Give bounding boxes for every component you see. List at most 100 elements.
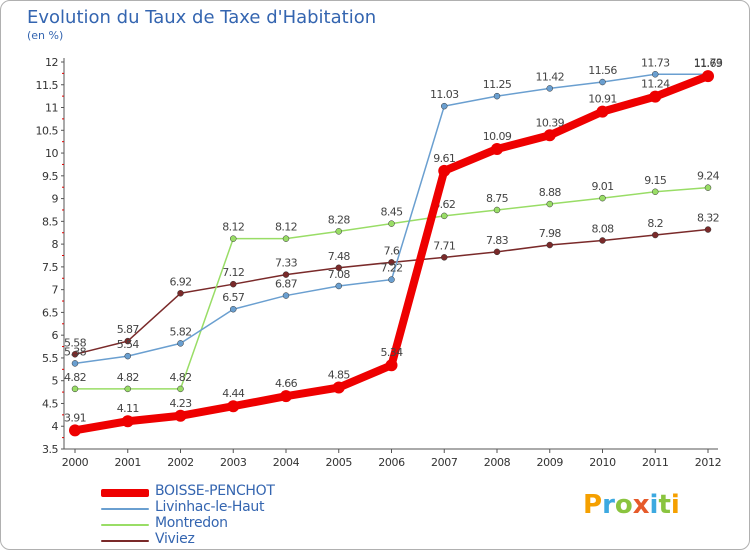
data-point	[704, 184, 712, 191]
data-label: 10.39	[536, 116, 565, 129]
data-point	[335, 282, 342, 290]
x-tick-label: 2001	[115, 456, 141, 469]
y-tick-label: 10.5	[36, 124, 59, 137]
y-tick-label: 6.5	[42, 306, 58, 319]
data-point	[177, 290, 184, 297]
data-label: 7.48	[328, 250, 351, 263]
data-point	[124, 385, 131, 393]
data-point	[124, 337, 131, 345]
data-point	[388, 259, 395, 266]
y-tick-label: 8.5	[42, 215, 58, 228]
data-point	[230, 280, 237, 288]
data-point	[280, 390, 292, 403]
data-point	[599, 194, 606, 202]
data-label: 8.12	[222, 221, 244, 234]
data-label: 10.09	[483, 130, 512, 143]
x-tick-label: 2002	[167, 456, 193, 469]
legend-label: Montredon	[155, 515, 228, 531]
data-point	[546, 200, 553, 208]
data-point	[177, 340, 184, 347]
chart-title: Evolution du Taux de Taxe d'Habitation	[27, 7, 377, 28]
logo-letter: x	[632, 490, 650, 520]
y-tick-label: 11.5	[36, 79, 59, 92]
series-viviez: 5.58 5.87 6.92 7.12 7.33 7.48 7.6 7.71 7.83 7.98 8…	[64, 212, 720, 358]
proxiti-logo: Proxiti	[583, 490, 680, 520]
data-point	[649, 90, 662, 103]
data-point	[230, 235, 237, 242]
x-tick-label: 2011	[642, 456, 668, 469]
data-label: 5.82	[169, 325, 191, 338]
data-point	[282, 271, 290, 278]
data-point	[702, 70, 714, 83]
x-tick-label: 2007	[431, 456, 458, 469]
data-label: 5.54	[117, 338, 140, 351]
y-tick-label: 12	[45, 56, 58, 69]
data-label: 4.82	[64, 371, 86, 384]
data-label: 7.22	[380, 262, 402, 275]
data-label: 11.25	[483, 78, 512, 91]
data-point	[493, 92, 501, 100]
legend-item: BOISSE-PENCHOT	[101, 483, 421, 500]
data-point	[230, 305, 237, 313]
x-tick-label: 2012	[695, 456, 721, 469]
x-tick-label: 2008	[484, 456, 511, 469]
legend-label: Livinhac-le-Haut	[155, 499, 265, 515]
data-point	[388, 276, 395, 283]
y-tick-label: 5.5	[42, 352, 58, 365]
data-point	[227, 400, 240, 413]
data-point	[335, 264, 342, 272]
y-tick-label: 6	[52, 329, 59, 342]
y-tick-label: 8	[52, 238, 59, 251]
x-tick-label: 2005	[326, 456, 353, 469]
data-label: 7.33	[275, 257, 298, 270]
data-point	[174, 409, 187, 422]
data-label: 11.24	[641, 78, 670, 91]
data-label: 4.82	[169, 371, 191, 384]
data-label: 4.85	[328, 369, 351, 382]
data-point	[546, 241, 553, 249]
x-tick-label: 2006	[378, 456, 405, 469]
data-label: 7.12	[222, 266, 244, 279]
data-point	[652, 231, 659, 239]
data-label: 8.2	[647, 217, 663, 230]
data-label: 3.91	[64, 411, 86, 424]
logo-letter: P	[583, 490, 603, 520]
data-label: 5.38	[64, 345, 87, 358]
x-tick-label: 2004	[273, 456, 300, 469]
data-point	[282, 292, 290, 299]
y-tick-label: 3.5	[42, 443, 58, 456]
logo-letter: t	[658, 490, 671, 520]
logo-letter: i	[649, 490, 659, 520]
data-point	[438, 164, 451, 177]
data-point	[599, 78, 606, 86]
data-point	[441, 254, 448, 261]
y-tick-label: 4.5	[42, 397, 58, 410]
data-point	[543, 129, 556, 142]
data-label: 11.42	[536, 70, 565, 83]
data-label: 8.45	[380, 206, 403, 219]
data-label: 8.12	[275, 221, 297, 234]
data-label: 11.03	[430, 88, 459, 101]
data-label: 9.15	[644, 174, 667, 187]
data-label: 11.73	[641, 56, 670, 69]
series-montredon: 4.82 4.82 4.828.12 8.128.288.458.62 8.75 8.88…	[64, 170, 720, 393]
x-tick-label: 2010	[589, 456, 616, 469]
data-label: 4.44	[222, 387, 245, 400]
y-tick-label: 9	[52, 193, 59, 206]
x-tick-label: 2009	[537, 456, 564, 469]
data-point	[652, 188, 659, 196]
legend-item: Livinhac-le-Haut	[101, 499, 421, 516]
data-point	[441, 102, 448, 110]
y-tick-label: 11	[45, 102, 58, 115]
data-label: 7.6	[384, 244, 400, 257]
data-point	[599, 237, 606, 244]
legend-item: Viviez	[101, 531, 421, 548]
data-label: 9.24	[697, 170, 720, 183]
y-tick-label: 10	[45, 147, 58, 160]
y-tick-label: 7	[52, 284, 59, 297]
data-point	[335, 228, 342, 235]
legend-swatch	[101, 489, 149, 497]
data-point	[282, 235, 290, 242]
logo-letter: r	[602, 490, 615, 520]
